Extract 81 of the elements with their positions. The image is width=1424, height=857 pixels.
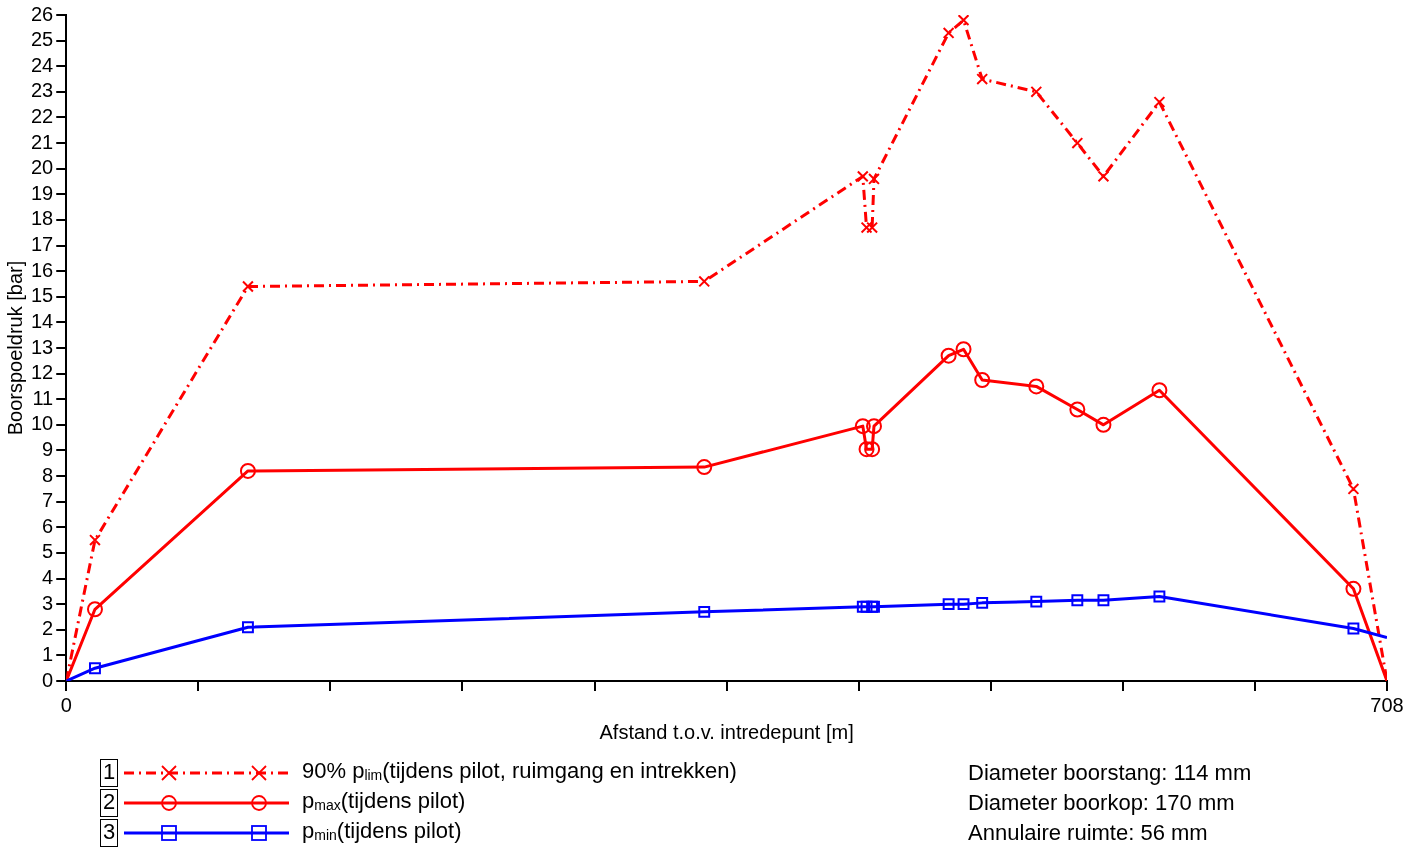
point bbox=[976, 596, 989, 609]
y-tick-label: 7 bbox=[42, 489, 54, 512]
y-tick-label: 1 bbox=[42, 642, 54, 665]
point bbox=[698, 605, 711, 618]
point bbox=[1030, 85, 1043, 98]
y-tick-label: 11 bbox=[32, 386, 54, 409]
legend-label: p$_{min}$(tijdens pilot) bbox=[302, 817, 462, 845]
y-tick-label: 9 bbox=[42, 437, 54, 460]
point bbox=[1028, 378, 1045, 395]
point bbox=[858, 441, 875, 458]
text: 1 bbox=[100, 759, 118, 787]
point bbox=[1345, 580, 1362, 597]
point bbox=[89, 534, 101, 547]
y-tick-label: 22 bbox=[31, 104, 54, 127]
y-tick-label: 10 bbox=[31, 412, 54, 435]
point bbox=[241, 280, 254, 293]
point bbox=[86, 601, 103, 618]
point bbox=[868, 172, 880, 185]
y-tick-label: 14 bbox=[31, 309, 54, 332]
point bbox=[1347, 482, 1360, 495]
point bbox=[957, 15, 970, 27]
text: 2 bbox=[100, 789, 118, 817]
point bbox=[1153, 96, 1166, 109]
y-tick-label: 16 bbox=[31, 258, 54, 281]
y-tick-label: 17 bbox=[31, 233, 54, 256]
x-axis-title: Afstand t.o.v. intredepunt [m] bbox=[599, 720, 854, 743]
point bbox=[696, 459, 713, 476]
point bbox=[241, 621, 254, 634]
point bbox=[864, 441, 881, 458]
legend-label: 90% p$_{lim}$(tijdens pilot, ruimgang en intrekken) bbox=[302, 758, 737, 783]
point bbox=[1095, 416, 1112, 433]
y-tick-label: 15 bbox=[31, 284, 54, 307]
point bbox=[942, 26, 955, 39]
y-tick-label: 4 bbox=[42, 566, 54, 589]
point bbox=[856, 170, 869, 183]
text: Annulaire ruimte: 56 mm bbox=[968, 819, 1209, 847]
point bbox=[860, 221, 873, 234]
text: 3 bbox=[100, 819, 118, 847]
point bbox=[1030, 595, 1043, 608]
point bbox=[940, 347, 957, 364]
y-tick-label: 0 bbox=[42, 668, 54, 691]
point bbox=[1097, 594, 1110, 607]
point bbox=[1153, 590, 1166, 603]
point bbox=[1347, 622, 1360, 635]
point bbox=[89, 662, 101, 675]
y-tick-label: 5 bbox=[42, 540, 54, 563]
text: Diameter boorkop: 170 mm bbox=[968, 789, 1236, 817]
y-tick-label: 24 bbox=[31, 53, 54, 76]
y-tick-label: 6 bbox=[42, 514, 54, 537]
point bbox=[1069, 401, 1086, 418]
y-tick-label: 2 bbox=[42, 617, 54, 640]
point bbox=[860, 600, 873, 613]
point bbox=[866, 221, 879, 234]
point bbox=[239, 462, 256, 479]
y-tick-label: 12 bbox=[31, 361, 54, 384]
point bbox=[942, 598, 955, 611]
y-tick-label: 18 bbox=[31, 207, 54, 230]
y-tick-label: 25 bbox=[31, 28, 54, 51]
legend-label: p$_{max}$(tijdens pilot) bbox=[302, 788, 466, 813]
y-tick-label: 13 bbox=[31, 335, 54, 358]
point bbox=[955, 341, 972, 358]
y-tick-label: 3 bbox=[42, 591, 54, 614]
x-tick-label: 708 bbox=[1370, 693, 1404, 716]
point bbox=[698, 275, 711, 288]
y-tick-label: 26 bbox=[31, 2, 54, 25]
point bbox=[1071, 594, 1084, 607]
y-axis-title: Boorspoeldruk [bar] bbox=[3, 260, 26, 436]
point bbox=[1097, 170, 1110, 183]
y-tick-label: 8 bbox=[42, 463, 54, 486]
point bbox=[866, 418, 882, 435]
text: Diameter boorstang: 114 mm bbox=[968, 759, 1252, 787]
point bbox=[976, 73, 989, 85]
y-tick-label: 19 bbox=[31, 181, 54, 204]
y-tick-label: 21 bbox=[31, 130, 54, 153]
point bbox=[957, 598, 970, 611]
point bbox=[974, 372, 991, 389]
point bbox=[1071, 137, 1084, 150]
point bbox=[854, 418, 871, 435]
point bbox=[1151, 382, 1168, 399]
y-tick-label: 20 bbox=[31, 156, 54, 179]
y-tick-label: 23 bbox=[31, 79, 54, 102]
